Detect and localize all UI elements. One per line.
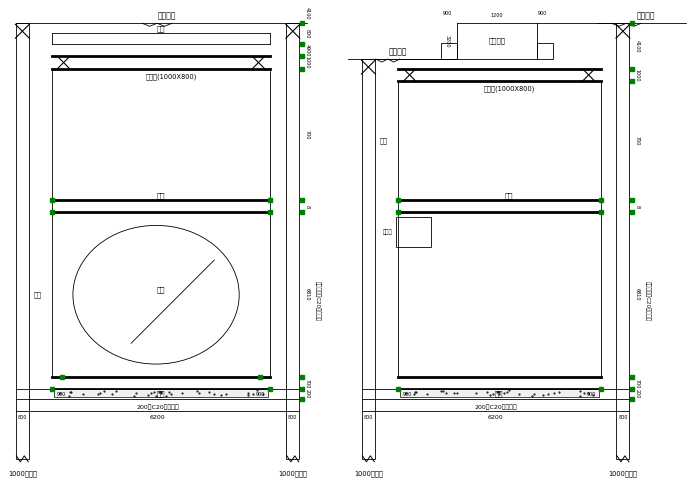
Text: 700: 700	[635, 136, 640, 145]
Text: 断桩完成后C20素砼回填: 断桩完成后C20素砼回填	[314, 281, 320, 321]
Bar	[362, 59, 375, 459]
Text: 800: 800	[618, 414, 627, 419]
Text: 900: 900	[256, 392, 265, 397]
Text: 运营风井: 运营风井	[489, 38, 506, 44]
Text: 200厚C20素砼垫层: 200厚C20素砼垫层	[474, 405, 517, 410]
Text: 200: 200	[635, 390, 640, 399]
Bar	[396, 217, 430, 247]
Text: 侧墙: 侧墙	[380, 137, 388, 144]
Text: 1000厚地墙: 1000厚地墙	[278, 471, 307, 477]
Text: 底板: 底板	[495, 391, 503, 398]
Text: 900: 900	[587, 392, 596, 397]
Bar	[16, 23, 29, 459]
Text: 中板: 中板	[505, 192, 513, 199]
Text: 6810: 6810	[635, 288, 640, 301]
Text: 自然地面: 自然地面	[158, 12, 176, 21]
Text: 6810: 6810	[305, 288, 310, 301]
Text: 1000: 1000	[635, 69, 640, 81]
Text: 集水井: 集水井	[383, 229, 392, 235]
Text: 200: 200	[305, 390, 310, 399]
Text: 1000厚地墙: 1000厚地墙	[609, 471, 637, 477]
Text: 3200: 3200	[445, 35, 450, 47]
Text: 800: 800	[363, 414, 373, 419]
Text: 800: 800	[288, 414, 298, 419]
Text: 800: 800	[305, 29, 310, 38]
Text: 6200: 6200	[150, 414, 165, 419]
Text: 700: 700	[305, 379, 310, 388]
Text: 900: 900	[57, 392, 66, 397]
Text: 1200: 1200	[491, 13, 504, 18]
Text: 支撑梁(1000X800): 支撑梁(1000X800)	[145, 74, 197, 81]
Text: 断桩完成后C20素砼回填: 断桩完成后C20素砼回填	[645, 281, 650, 321]
Bar	[286, 23, 299, 459]
Text: 4900: 4900	[305, 44, 310, 56]
Text: 700: 700	[635, 379, 640, 388]
Text: 6200: 6200	[488, 414, 504, 419]
Text: 1000厚地墙: 1000厚地墙	[8, 471, 37, 477]
Text: 200厚C20素砼垫层: 200厚C20素砼垫层	[136, 405, 179, 410]
Text: 700: 700	[305, 130, 310, 139]
Bar	[616, 23, 630, 459]
Text: 800: 800	[18, 414, 27, 419]
Text: 支撑梁(1000X800): 支撑梁(1000X800)	[484, 85, 535, 92]
Text: 900: 900	[403, 392, 412, 397]
Text: 中板: 中板	[157, 192, 165, 199]
Text: 自然地面: 自然地面	[637, 12, 656, 21]
Text: 900: 900	[443, 11, 452, 16]
Text: 洞门: 洞门	[157, 286, 165, 293]
Text: 4100: 4100	[305, 7, 310, 19]
Bar	[537, 43, 553, 59]
Text: 4100: 4100	[635, 40, 640, 52]
Text: 底板: 底板	[157, 391, 165, 398]
Text: 8: 8	[635, 205, 640, 208]
Text: 1000: 1000	[305, 56, 310, 69]
Bar	[442, 43, 457, 59]
Text: 顶板: 顶板	[157, 25, 165, 31]
Text: 900: 900	[538, 11, 547, 16]
Text: 1000厚地墙: 1000厚地墙	[354, 471, 383, 477]
Text: 自然地面: 自然地面	[388, 48, 407, 57]
Bar	[399, 389, 598, 397]
Text: 8: 8	[305, 205, 310, 208]
Text: 侧墙: 侧墙	[34, 291, 41, 298]
Bar	[54, 389, 268, 397]
